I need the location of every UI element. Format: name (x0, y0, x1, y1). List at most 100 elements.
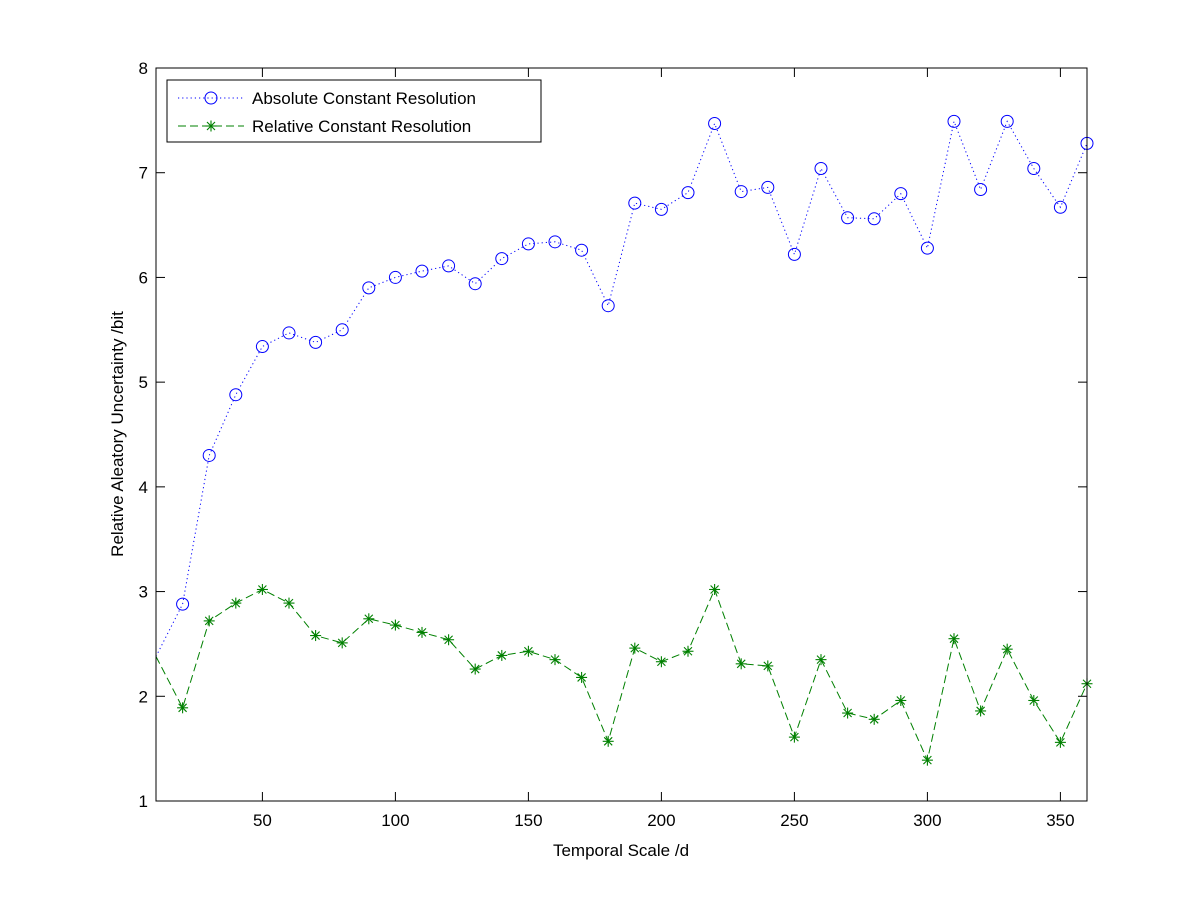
data-point (177, 702, 189, 714)
data-point (203, 615, 215, 627)
data-point (521, 237, 535, 251)
data-point (1054, 736, 1066, 748)
series-layer (155, 114, 1094, 766)
data-point (867, 212, 881, 226)
data-point (681, 186, 695, 200)
data-point (336, 637, 348, 649)
data-point (709, 583, 721, 595)
data-point (469, 663, 481, 675)
data-point (1001, 643, 1013, 655)
legend-entries: Absolute Constant Resolution Relative Con… (178, 89, 476, 136)
data-point (815, 654, 827, 666)
data-point (415, 264, 429, 278)
data-point (895, 694, 907, 706)
data-point (495, 252, 509, 266)
tick-layer: 50 100 150 200 250 300 350 1 2 3 4 5 6 7 8 (139, 59, 1087, 830)
data-point (256, 583, 268, 595)
x-tick-label: 300 (913, 811, 941, 830)
legend-label: Relative Constant Resolution (252, 117, 471, 136)
data-point (309, 335, 323, 349)
y-tick-label: 1 (139, 792, 148, 811)
x-axis-label: Temporal Scale /d (553, 841, 689, 860)
y-tick-label: 7 (139, 164, 148, 183)
data-point (176, 597, 190, 611)
data-point (735, 658, 747, 670)
legend-marker (204, 91, 218, 105)
y-tick-label: 6 (139, 268, 148, 287)
data-point (975, 705, 987, 717)
y-tick-label: 4 (139, 478, 148, 497)
data-point (948, 633, 960, 645)
x-tick-label: 50 (253, 811, 272, 830)
data-point (682, 645, 694, 657)
series-absolute-constant-resolution (155, 114, 1094, 657)
data-point (814, 162, 828, 176)
data-point (654, 202, 668, 216)
data-point (787, 247, 801, 261)
data-point (602, 735, 614, 747)
data-point (282, 326, 296, 340)
data-point (442, 259, 456, 273)
series-line (155, 119, 1088, 657)
data-point (868, 713, 880, 725)
data-point (416, 626, 428, 638)
data-point (389, 619, 401, 631)
data-point (549, 654, 561, 666)
data-point (947, 114, 961, 128)
data-point (842, 707, 854, 719)
x-tick-label: 100 (381, 811, 409, 830)
data-point (255, 340, 269, 354)
data-point (522, 645, 534, 657)
data-point (202, 448, 216, 462)
data-point (628, 196, 642, 210)
data-point (708, 116, 722, 130)
data-point (362, 281, 376, 295)
y-tick-label: 5 (139, 373, 148, 392)
data-point (841, 211, 855, 225)
data-point (761, 180, 775, 194)
x-tick-label: 200 (647, 811, 675, 830)
data-point (575, 243, 589, 257)
data-point (443, 634, 455, 646)
legend-marker (205, 120, 217, 132)
data-point (496, 649, 508, 661)
data-point (601, 299, 615, 313)
x-tick-label: 150 (514, 811, 542, 830)
data-point (310, 630, 322, 642)
legend-label: Absolute Constant Resolution (252, 89, 476, 108)
plot-frame (155, 67, 1088, 802)
data-point (283, 597, 295, 609)
data-point (655, 656, 667, 668)
data-point (388, 270, 402, 284)
y-tick-label: 3 (139, 583, 148, 602)
legend: Absolute Constant Resolution Relative Con… (166, 79, 542, 143)
data-point (230, 597, 242, 609)
series-relative-constant-resolution (155, 583, 1093, 766)
data-point (629, 642, 641, 654)
data-point (920, 241, 934, 255)
data-point (468, 277, 482, 291)
data-point (762, 660, 774, 672)
legend-box (166, 79, 542, 143)
data-point (335, 323, 349, 337)
data-point (1028, 694, 1040, 706)
data-point (788, 731, 800, 743)
data-point (1000, 114, 1014, 128)
data-point (974, 182, 988, 196)
data-point (363, 613, 375, 625)
x-tick-label: 350 (1046, 811, 1074, 830)
data-point (1027, 162, 1041, 176)
series-line (155, 588, 1088, 762)
data-point (894, 187, 908, 201)
y-axis-label: Relative Aleatory Uncertainty /bit (108, 311, 127, 557)
y-tick-label: 2 (139, 687, 148, 706)
data-point (548, 235, 562, 249)
y-tick-label: 8 (139, 59, 148, 78)
x-tick-label: 250 (780, 811, 808, 830)
data-point (921, 754, 933, 766)
data-point (1053, 200, 1067, 214)
data-point (576, 671, 588, 683)
